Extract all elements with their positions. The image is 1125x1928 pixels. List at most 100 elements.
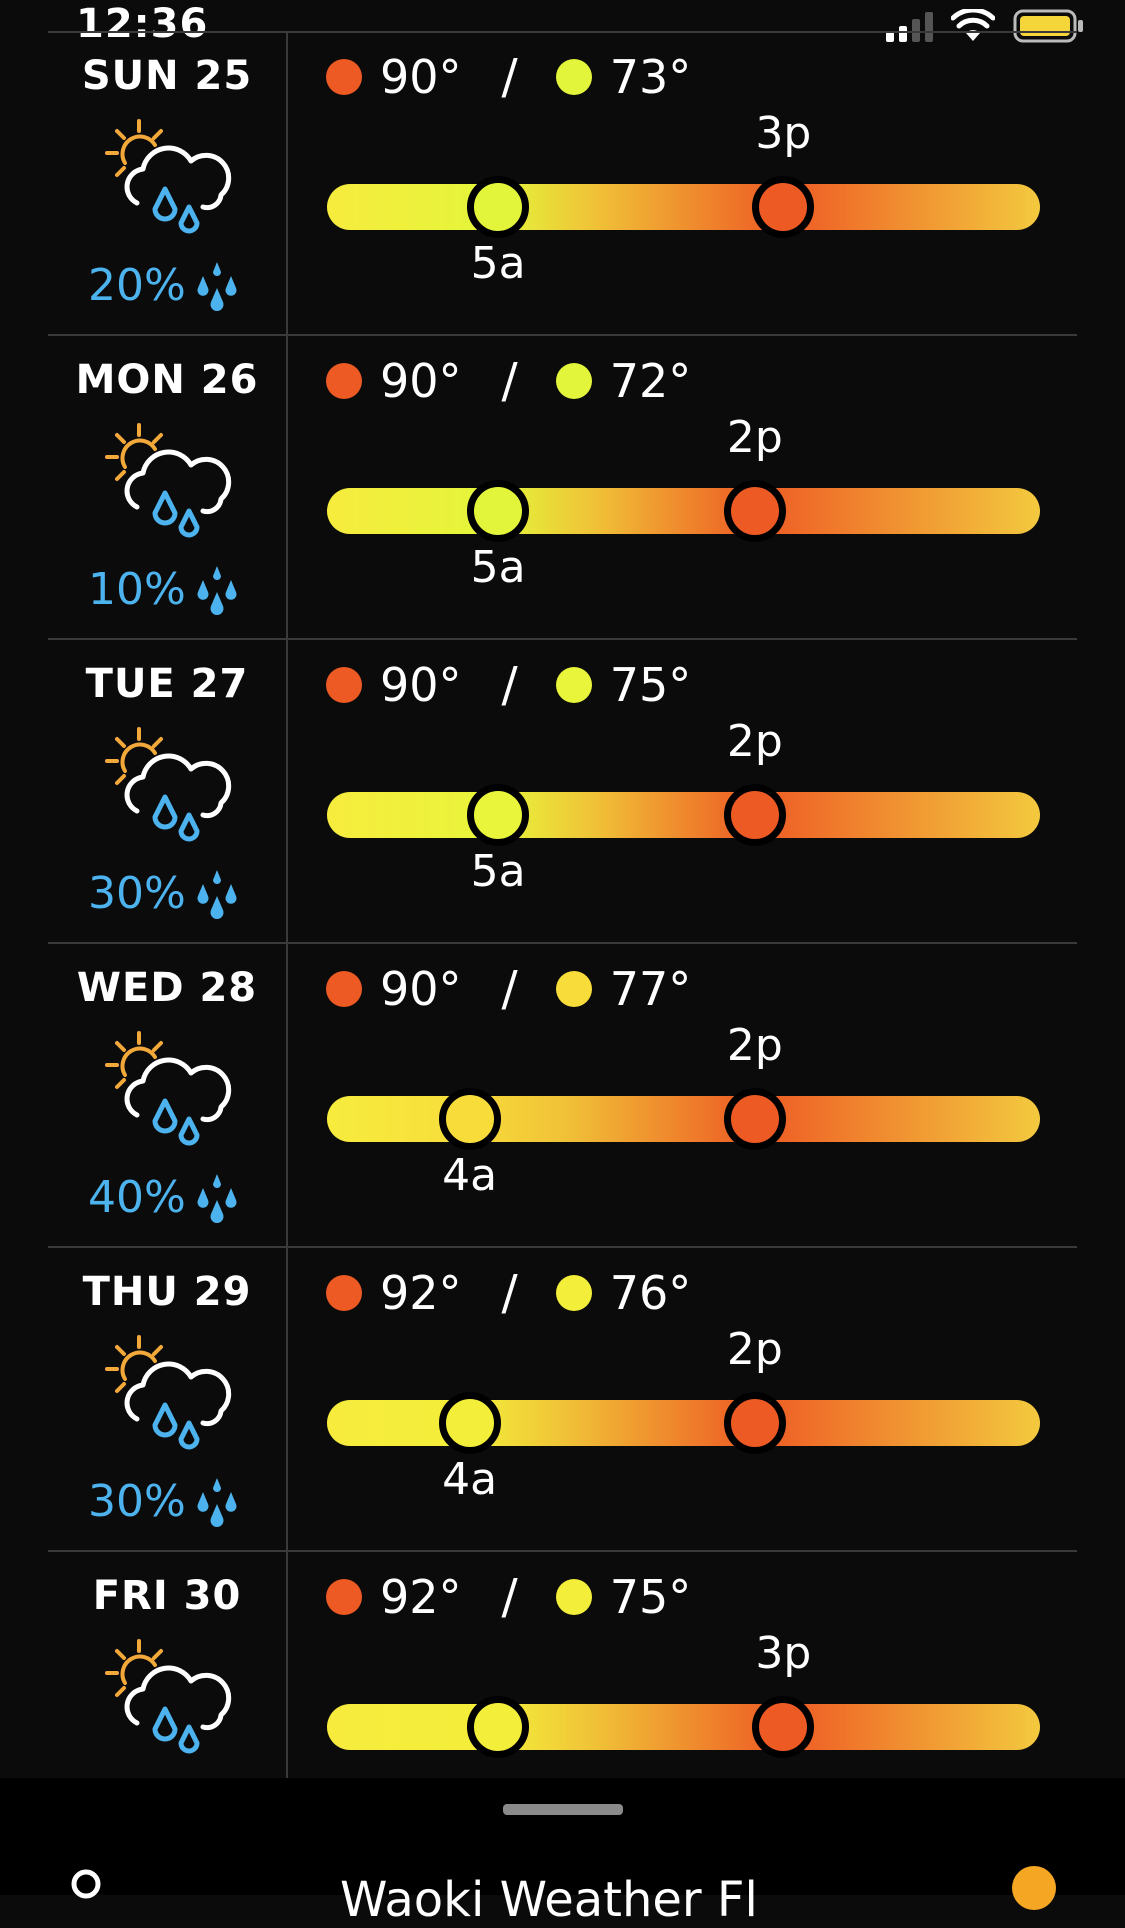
temperature-range: 90° / 75°	[326, 657, 692, 713]
signal-icon	[886, 10, 933, 42]
temperature-bar	[327, 1392, 1040, 1454]
high-temp-marker	[752, 1696, 815, 1758]
high-temp: 90°	[380, 658, 462, 712]
partly-sunny-rain-icon	[105, 119, 232, 234]
temperature-range: 92° / 76°	[326, 1265, 692, 1321]
bottom-sheet[interactable]	[0, 1778, 1125, 1895]
location-pin-icon[interactable]	[66, 1868, 106, 1908]
high-temp-dot	[326, 971, 362, 1007]
low-temp: 73°	[609, 50, 692, 104]
day-summary: THU 29 30%	[48, 1248, 288, 1550]
low-temp-dot	[555, 1275, 592, 1311]
low-temp: 72°	[609, 354, 692, 408]
high-temp: 90°	[380, 962, 462, 1016]
precip-percent: 20%	[88, 260, 186, 311]
favorite-star-icon[interactable]	[1012, 1866, 1056, 1910]
low-temp-marker	[438, 1088, 501, 1150]
day-row-fri-30[interactable]: FRI 30	[48, 1552, 1077, 1856]
high-temp: 90°	[380, 50, 462, 104]
day-summary: FRI 30	[48, 1552, 288, 1854]
temperature-range: 90° / 77°	[326, 961, 692, 1017]
high-temp-time: 2p	[726, 1020, 783, 1071]
partly-sunny-rain-icon	[105, 423, 232, 538]
temperature-bar	[327, 784, 1040, 846]
low-temp-marker	[467, 176, 530, 238]
low-temp-time: 5a	[470, 238, 526, 289]
day-row-thu-29[interactable]: THU 29 30%	[48, 1248, 1077, 1552]
temperature-range: 90° / 73°	[326, 49, 692, 105]
day-summary: SUN 25 20%	[48, 32, 288, 334]
temp-separator: /	[501, 1569, 518, 1625]
low-temp-marker	[467, 1696, 530, 1758]
precip-chance: 30%	[88, 1476, 240, 1528]
top-divider	[48, 31, 1077, 33]
day-row-wed-28[interactable]: WED 28 40%	[48, 944, 1077, 1248]
day-label: WED 28	[76, 965, 258, 1011]
location-title[interactable]: Waoki Weather Fl	[340, 1872, 758, 1928]
high-temp: 92°	[380, 1266, 462, 1320]
temperature-range: 92° / 75°	[326, 1569, 692, 1625]
raindrops-icon	[197, 1174, 237, 1223]
day-summary: MON 26 10%	[48, 336, 288, 638]
low-temp-dot	[555, 1579, 592, 1615]
day-row-tue-27[interactable]: TUE 27 30%	[48, 640, 1077, 944]
high-temp-marker	[723, 1088, 786, 1150]
low-temp: 75°	[609, 658, 692, 712]
temp-separator: /	[501, 657, 518, 713]
day-label: FRI 30	[92, 1573, 242, 1619]
raindrops-icon	[197, 262, 237, 311]
temp-separator: /	[501, 353, 518, 409]
high-temp-time: 3p	[755, 1628, 812, 1679]
precip-percent: 30%	[88, 1476, 186, 1527]
day-label: MON 26	[75, 357, 259, 403]
high-temp-time: 2p	[726, 1324, 783, 1375]
precip-chance: 20%	[88, 260, 240, 312]
high-temp-marker	[723, 1392, 786, 1454]
partly-sunny-rain-icon	[105, 1335, 232, 1450]
raindrops-icon	[197, 1478, 237, 1527]
raindrops-icon	[197, 566, 237, 615]
high-temp-marker	[723, 480, 786, 542]
day-summary: TUE 27 30%	[48, 640, 288, 942]
day-label: TUE 27	[85, 661, 249, 707]
high-temp-marker	[723, 784, 786, 846]
low-temp-marker	[467, 480, 530, 542]
low-temp: 77°	[609, 962, 692, 1016]
high-temp-dot	[326, 1579, 362, 1615]
high-temp-dot	[326, 363, 362, 399]
day-row-mon-26[interactable]: MON 26 10%	[48, 336, 1077, 640]
partly-sunny-rain-icon	[105, 1031, 232, 1146]
temp-separator: /	[501, 49, 518, 105]
temp-separator: /	[501, 961, 518, 1017]
high-temp: 90°	[380, 354, 462, 408]
status-time: 12:36	[76, 1, 209, 47]
high-temp-dot	[326, 667, 362, 703]
high-temp-dot	[326, 1275, 362, 1311]
precip-percent: 10%	[88, 564, 186, 615]
day-summary: WED 28 40%	[48, 944, 288, 1246]
temperature-bar	[327, 176, 1040, 238]
low-temp-marker	[467, 784, 530, 846]
high-temp-time: 2p	[726, 412, 783, 463]
sheet-drag-handle[interactable]	[503, 1804, 623, 1815]
temperature-bar	[327, 480, 1040, 542]
day-row-sun-25[interactable]: SUN 25 20%	[48, 32, 1077, 336]
low-temp-time: 5a	[470, 542, 526, 593]
high-temp-dot	[326, 59, 362, 95]
low-temp-marker	[438, 1392, 501, 1454]
temperature-bar	[327, 1696, 1040, 1758]
high-temp-time: 3p	[755, 108, 812, 159]
low-temp-time: 5a	[470, 846, 526, 897]
low-temp-dot	[555, 363, 592, 399]
day-label: SUN 25	[81, 53, 253, 99]
low-temp-dot	[555, 667, 592, 703]
temperature-bar	[327, 1088, 1040, 1150]
precip-chance: 10%	[88, 564, 240, 616]
low-temp: 76°	[609, 1266, 692, 1320]
partly-sunny-rain-icon	[105, 727, 232, 842]
raindrops-icon	[197, 870, 237, 919]
high-temp-marker	[752, 176, 815, 238]
temperature-range: 90° / 72°	[326, 353, 692, 409]
low-temp: 75°	[609, 1570, 692, 1624]
precip-chance: 40%	[88, 1172, 240, 1224]
